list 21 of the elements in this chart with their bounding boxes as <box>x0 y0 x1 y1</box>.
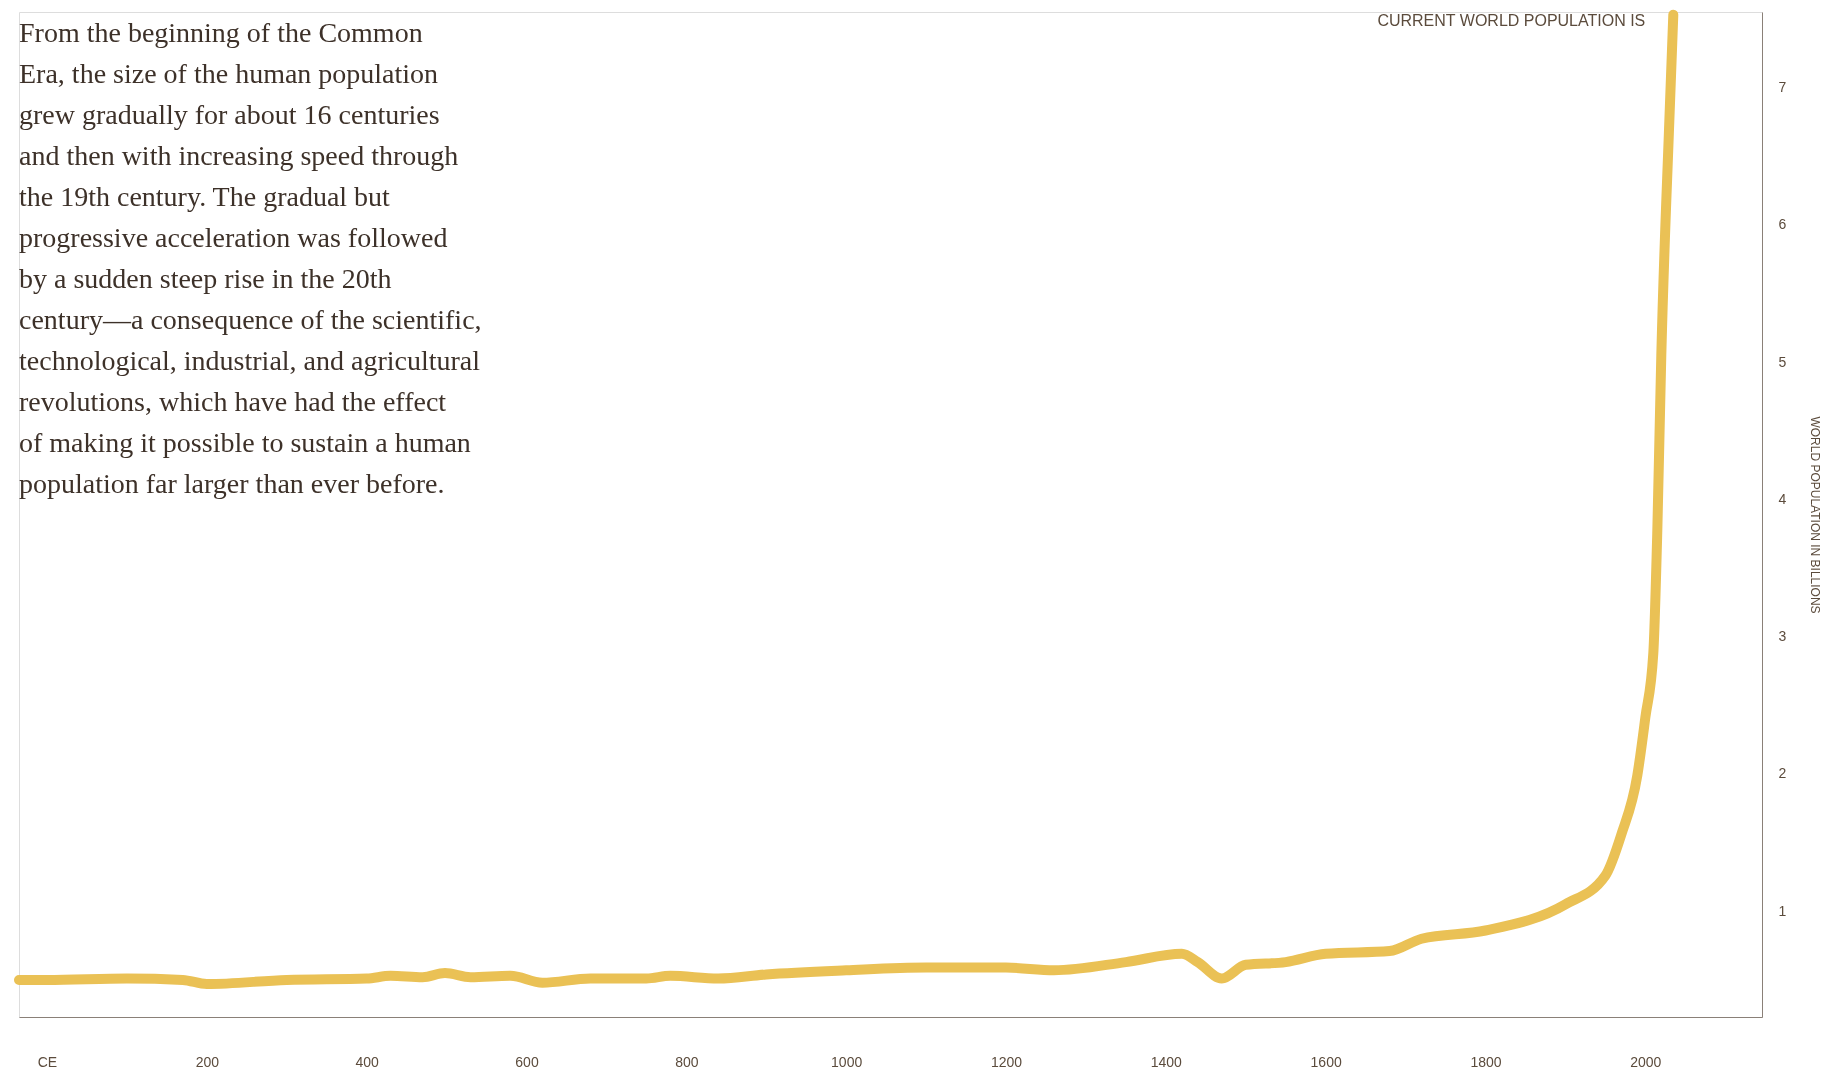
x-tick-label: 1400 <box>1150 1053 1183 1070</box>
text: From the beginning of the Common Era, the size of the human population grew gradually for about 16 centuries and then with increasing speed through the 19th century. The gradual but progressive acceleration was followed by a sudden steep rise in the 20th century—a consequence of the scientific, technological, industrial, and agricultural revolutions, which have had the effect of making it possible to sustain a human population far larger than ever before. <box>19 17 482 499</box>
x-tick-label: 800 <box>675 1053 699 1070</box>
x-tick-label: 1200 <box>990 1053 1023 1070</box>
x-tick-label: CE <box>37 1053 58 1070</box>
x-tick-label: 1600 <box>1310 1053 1342 1070</box>
x-tick-label: 200 <box>195 1053 220 1070</box>
x-tick-label: 1000 <box>831 1053 863 1070</box>
y-tick-label: 4 <box>1778 490 1787 507</box>
x-tick-label: 1800 <box>1470 1053 1502 1070</box>
y-tick-label: 2 <box>1778 765 1787 782</box>
annotation: CURRENT WORLD POPULATION IS <box>1377 11 1646 29</box>
y-tick-label: 6 <box>1778 216 1787 233</box>
y-tick-label: 5 <box>1778 353 1787 370</box>
y-tick-label: 3 <box>1778 628 1787 645</box>
y-tick-label: 7 <box>1778 79 1787 96</box>
x-tick-label: 400 <box>355 1053 380 1070</box>
y-tick-label: 1 <box>1778 902 1787 919</box>
y-axis-title: WORLD POPULATION IN BILLIONS <box>1808 416 1823 614</box>
x-tick-label: 600 <box>515 1053 539 1070</box>
x-tick-label: 2000 <box>1630 1053 1662 1070</box>
